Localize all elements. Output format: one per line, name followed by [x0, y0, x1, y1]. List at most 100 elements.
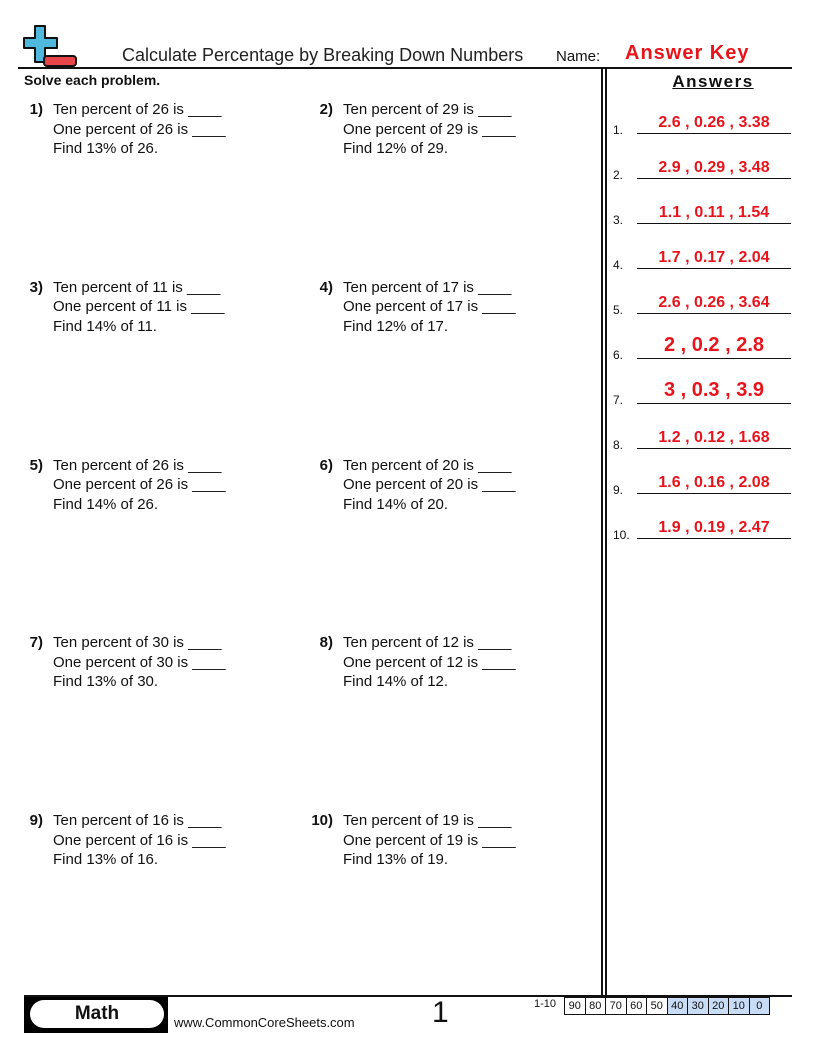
name-value: Answer Key [625, 42, 750, 64]
answer-row: 1. 2.6 , 0.26 , 3.38 [613, 107, 793, 137]
problem-line: One percent of 19 is ____ [343, 831, 516, 849]
problem-line: Ten percent of 26 is ____ [53, 101, 222, 118]
answer-value: 1.9 , 0.19 , 2.47 [637, 519, 791, 539]
problem-line: Ten percent of 11 is ____ [53, 278, 221, 296]
answer-row: 9. 1.6 , 0.16 , 2.08 [613, 467, 793, 497]
answer-value: 1.7 , 0.17 , 2.04 [637, 249, 791, 269]
problem-line: Find 12% of 17. [343, 317, 449, 335]
answer-number: 5. [613, 303, 624, 317]
answer-value: 2.9 , 0.29 , 3.48 [637, 159, 791, 179]
problem-number: 4) [319, 278, 333, 296]
score-cell: 60 [625, 998, 647, 1014]
problem-line: One percent of 26 is ____ [53, 120, 226, 138]
answer-number: 10. [613, 528, 630, 542]
problem-line: Find 13% of 30. [53, 673, 159, 691]
logo-plus-minus-icon [23, 25, 77, 67]
problem-line: Find 13% of 19. [343, 851, 449, 869]
problem-line: Ten percent of 30 is ____ [53, 634, 222, 652]
problem-line: One percent of 11 is ____ [53, 298, 225, 316]
problem-number: 5) [29, 456, 43, 474]
answer-number: 3. [613, 213, 624, 227]
problem-number: 6) [319, 456, 333, 474]
score-cell: 70 [605, 998, 626, 1014]
answer-value: 2 , 0.2 , 2.8 [637, 334, 791, 359]
problem: 2) Ten percent of 29 is ____ One percent… [320, 100, 516, 159]
answer-row: 3. 1.1 , 0.11 , 1.54 [613, 197, 793, 227]
problem-line: Find 14% of 20. [343, 495, 449, 513]
problem-line: Ten percent of 16 is ____ [53, 812, 222, 830]
answer-value: 2.6 , 0.26 , 3.38 [637, 114, 791, 134]
answer-number: 8. [613, 438, 624, 452]
problem-number: 9) [29, 812, 43, 830]
instructions: Solve each problem. [24, 72, 161, 88]
problem-number: 2) [319, 101, 333, 118]
problem: 3) Ten percent of 11 is ____ One percent… [30, 278, 225, 337]
problem-number: 7) [29, 634, 43, 652]
problem-line: Find 14% of 12. [343, 673, 449, 691]
answer-row: 7. 3 , 0.3 , 3.9 [613, 377, 793, 407]
page-number: 1 [432, 996, 449, 1029]
answer-row: 10. 1.9 , 0.19 , 2.47 [613, 512, 793, 542]
answer-value: 3 , 0.3 , 3.9 [637, 379, 791, 404]
answer-row: 2. 2.9 , 0.29 , 3.48 [613, 152, 793, 182]
answers-heading: Answers [672, 72, 754, 91]
header-divider [18, 67, 792, 69]
problem-line: Ten percent of 29 is ____ [343, 101, 512, 118]
subject-label: Math [30, 1000, 164, 1028]
answer-number: 7. [613, 393, 624, 407]
answer-number: 6. [613, 348, 624, 362]
score-table: 90 80 70 60 50 40 30 20 10 0 [564, 997, 770, 1015]
answer-number: 2. [613, 168, 624, 182]
answer-number: 9. [613, 483, 624, 497]
score-cell: 90 [568, 1000, 581, 1012]
score-range: 1-10 [534, 998, 557, 1010]
answer-value: 1.1 , 0.11 , 1.54 [637, 204, 791, 224]
footer-divider [24, 995, 792, 997]
answer-row: 5. 2.6 , 0.26 , 3.64 [613, 287, 793, 317]
problem: 6) Ten percent of 20 is ____ One percent… [320, 456, 516, 515]
problem-line: Ten percent of 26 is ____ [53, 456, 222, 474]
score-cell: 40 [666, 998, 687, 1014]
score-cell: 50 [646, 998, 667, 1014]
problem-line: One percent of 16 is ____ [53, 831, 226, 849]
problem-line: Find 12% of 29. [343, 140, 449, 157]
name-label: Name: [556, 48, 601, 65]
worksheet-title: Calculate Percentage by Breaking Down Nu… [122, 45, 524, 65]
problem-number: 1) [29, 101, 43, 118]
score-cell: 0 [748, 998, 769, 1014]
answer-row: 8. 1.2 , 0.12 , 1.68 [613, 422, 793, 452]
problem-line: One percent of 12 is ____ [343, 653, 516, 671]
problem-line: One percent of 29 is ____ [343, 120, 516, 138]
answer-value: 1.6 , 0.16 , 2.08 [637, 474, 791, 494]
problem-line: Ten percent of 17 is ____ [343, 278, 512, 296]
column-divider [605, 68, 607, 996]
problem-line: One percent of 30 is ____ [53, 653, 226, 671]
answer-value: 1.2 , 0.12 , 1.68 [637, 429, 791, 449]
score-cell: 80 [584, 998, 606, 1014]
problem-line: Ten percent of 19 is ____ [343, 812, 512, 830]
site-url: www.CommonCoreSheets.com [174, 1015, 355, 1030]
problem-number: 10) [311, 812, 333, 830]
problem: 7) Ten percent of 30 is ____ One percent… [30, 633, 226, 692]
problem-number: 3) [29, 278, 43, 296]
answer-row: 4. 1.7 , 0.17 , 2.04 [613, 242, 793, 272]
answer-number: 1. [613, 123, 624, 137]
problem-number: 8) [319, 634, 333, 652]
problem-line: One percent of 26 is ____ [53, 476, 226, 494]
problem: 1) Ten percent of 26 is ____ One percent… [30, 100, 226, 159]
problem: 8) Ten percent of 12 is ____ One percent… [320, 633, 516, 692]
score-cell: 20 [707, 998, 728, 1014]
problem-line: Ten percent of 12 is ____ [343, 634, 512, 652]
answer-row: 6. 2 , 0.2 , 2.8 [613, 332, 793, 362]
problem-line: One percent of 17 is ____ [343, 298, 516, 316]
problem: 4) Ten percent of 17 is ____ One percent… [320, 278, 516, 337]
score-cell: 30 [687, 998, 708, 1014]
problem-line: Find 14% of 11. [53, 317, 157, 335]
answer-value: 2.6 , 0.26 , 3.64 [637, 294, 791, 314]
problem: 5) Ten percent of 26 is ____ One percent… [30, 456, 226, 515]
problem-line: Find 13% of 26. [53, 140, 159, 157]
problem: 9) Ten percent of 16 is ____ One percent… [30, 811, 226, 870]
score-cell: 10 [728, 998, 749, 1014]
problem-line: Find 14% of 26. [53, 495, 159, 513]
